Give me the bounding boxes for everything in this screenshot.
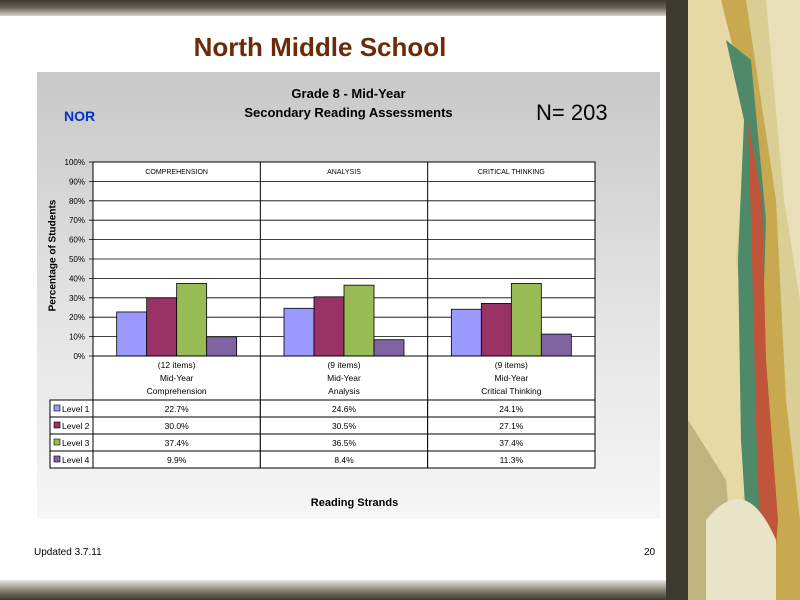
top-border — [0, 0, 700, 16]
chart-title-line1: Grade 8 - Mid-Year — [291, 86, 406, 101]
data-label: 27.1% — [499, 421, 524, 431]
category-label-box — [92, 355, 596, 401]
y-tick-label: 0% — [73, 352, 85, 361]
page-number: 20 — [644, 547, 656, 558]
data-label: 8.4% — [334, 455, 354, 465]
y-tick-label: 100% — [65, 158, 85, 167]
y-tick-label: 20% — [69, 313, 85, 322]
legend-label: Level 4 — [62, 455, 90, 465]
bar-level-4 — [206, 336, 238, 357]
decorative-side-panel — [666, 0, 800, 600]
bar-level-4 — [373, 339, 405, 357]
legend-label: Level 2 — [62, 421, 90, 431]
data-label: 30.5% — [332, 421, 357, 431]
data-label: 30.0% — [165, 421, 190, 431]
data-label: 24.1% — [499, 404, 524, 414]
n-count-label: N= 203 — [536, 100, 608, 125]
bar-level-3 — [510, 283, 542, 357]
data-label: 36.5% — [332, 438, 357, 448]
bar-level-1 — [116, 311, 148, 357]
strand-label: ANALYSIS — [327, 169, 361, 176]
strand-label: COMPREHENSION — [145, 169, 208, 176]
y-tick-label: 30% — [69, 294, 85, 303]
legend-swatch — [53, 438, 61, 446]
bar-level-3 — [176, 283, 208, 357]
legend-swatch — [53, 404, 61, 412]
bar-level-4 — [540, 333, 572, 357]
legend-swatch — [53, 455, 61, 463]
legend-label: Level 1 — [62, 404, 90, 414]
legend-swatch — [53, 421, 61, 429]
y-tick-label: 50% — [69, 255, 85, 264]
bar-level-3 — [343, 284, 375, 357]
y-tick-label: 40% — [69, 274, 85, 283]
chart-title-line2: Secondary Reading Assessments — [244, 105, 453, 120]
school-code: NOR — [64, 108, 96, 124]
slide-title: North Middle School — [193, 32, 447, 62]
x-axis-label: Reading Strands — [310, 497, 399, 509]
y-tick-label: 70% — [69, 216, 85, 225]
bar-level-2 — [313, 296, 345, 357]
data-label: 22.7% — [165, 404, 190, 414]
table-cell — [427, 450, 596, 469]
y-tick-label: 90% — [69, 177, 85, 186]
category-label: (12 items) — [158, 360, 196, 370]
bar-level-2 — [146, 297, 178, 357]
data-label: 24.6% — [332, 404, 357, 414]
bar-level-1 — [450, 308, 482, 357]
y-tick-label: 60% — [69, 236, 85, 245]
updated-date: Updated 3.7.11 — [34, 547, 102, 558]
category-label: Analysis — [328, 386, 360, 396]
y-tick-label: 10% — [69, 333, 85, 342]
category-label: Mid-Year — [327, 373, 361, 383]
category-label: Mid-Year — [160, 373, 194, 383]
bar-level-1 — [283, 307, 315, 357]
bar-level-2 — [480, 303, 512, 357]
data-label: 9.9% — [167, 455, 187, 465]
bottom-border — [0, 580, 700, 600]
data-label: 37.4% — [165, 438, 190, 448]
data-label: 37.4% — [499, 438, 524, 448]
category-label: Mid-Year — [494, 373, 528, 383]
category-label: Comprehension — [147, 386, 207, 396]
legend-label: Level 3 — [62, 438, 90, 448]
data-label: 11.3% — [500, 455, 524, 465]
y-tick-label: 80% — [69, 197, 85, 206]
strand-label: CRITICAL THINKING — [478, 169, 545, 176]
category-label: (9 items) — [327, 360, 360, 370]
category-label: Critical Thinking — [481, 386, 542, 396]
category-label: (9 items) — [495, 360, 528, 370]
